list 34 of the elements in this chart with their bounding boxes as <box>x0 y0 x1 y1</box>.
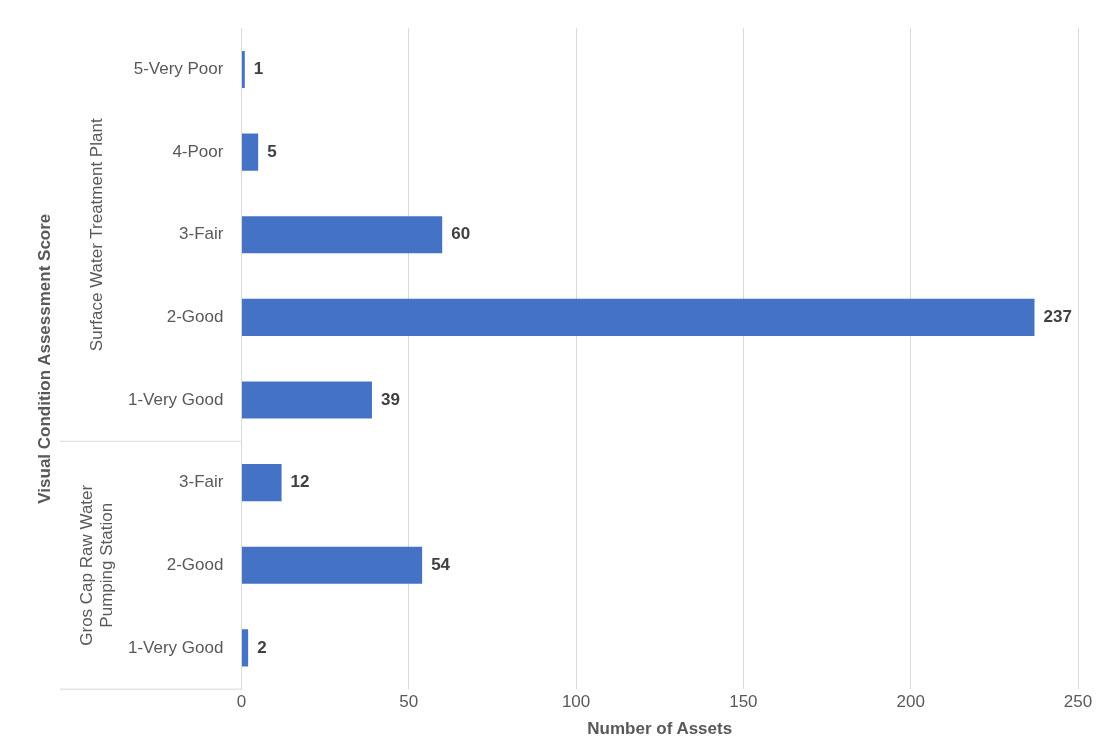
x-tick-label: 100 <box>561 692 591 712</box>
data-label: 237 <box>1043 307 1072 327</box>
y-tick-label: 3-Fair <box>179 472 224 492</box>
data-label: 1 <box>253 59 264 79</box>
bar <box>241 50 245 89</box>
text: Surface Water Treatment Plant <box>86 118 106 352</box>
x-axis-title: Number of Assets <box>587 719 733 739</box>
bar <box>241 133 259 171</box>
text: Gros Cap Raw Water Pumping Station <box>76 484 116 646</box>
y-tick-label: 1-Very Good <box>127 637 224 657</box>
bar <box>241 381 372 419</box>
x-tick-label: 150 <box>729 692 758 712</box>
y-tick-label: 4-Poor <box>172 141 224 161</box>
data-label: 54 <box>431 554 451 574</box>
bar <box>241 464 282 502</box>
x-tick-label: 50 <box>399 692 419 712</box>
x-tick-label: 200 <box>896 692 925 712</box>
y-axis-title: Visual Condition Assessment Score <box>34 213 54 504</box>
y-tick-label: 1-Very Good <box>127 389 224 409</box>
bar <box>241 629 249 667</box>
data-label: 60 <box>451 224 471 244</box>
data-label: 5 <box>267 141 277 161</box>
y-tick-label: 2-Good <box>166 554 224 574</box>
bar <box>241 298 1035 336</box>
bar <box>241 546 423 584</box>
data-label: 39 <box>380 389 400 409</box>
x-tick-label: 250 <box>1063 692 1093 712</box>
data-label: 12 <box>290 472 310 492</box>
y-tick-label: 3-Fair <box>179 224 224 244</box>
bar <box>241 216 443 254</box>
y-tick-label: 2-Good <box>166 307 224 327</box>
x-tick-label: 0 <box>236 692 247 712</box>
data-label: 2 <box>257 637 267 657</box>
y-tick-label: 5-Very Poor <box>133 59 224 79</box>
